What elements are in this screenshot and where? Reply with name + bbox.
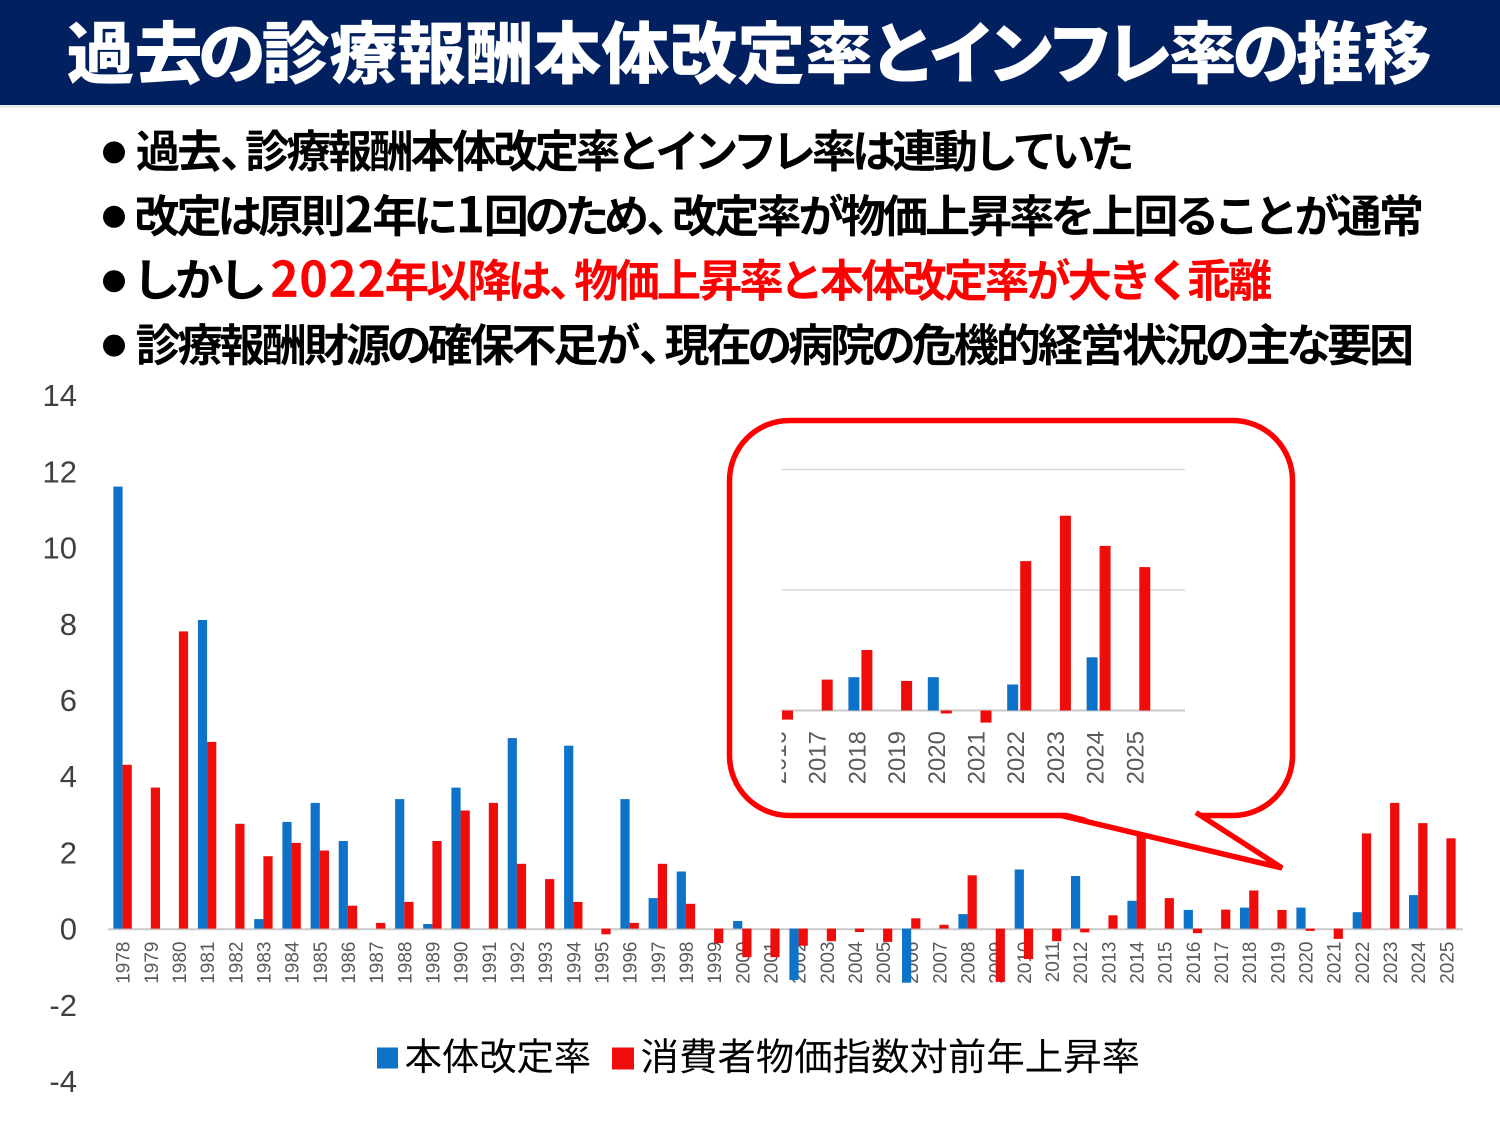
svg-text:2019: 2019 [884,731,911,784]
svg-text:2: 2 [60,835,77,870]
svg-text:1997: 1997 [649,942,670,984]
svg-text:2025: 2025 [1122,731,1149,784]
svg-text:2007: 2007 [930,942,951,984]
svg-text:12: 12 [43,454,77,489]
svg-text:2021: 2021 [1325,942,1346,984]
svg-text:1983: 1983 [254,942,275,984]
svg-text:2023: 2023 [1381,942,1402,984]
svg-text:1993: 1993 [536,942,557,984]
svg-text:2020: 2020 [924,731,951,784]
svg-text:1991: 1991 [480,942,501,984]
svg-text:2005: 2005 [874,942,895,984]
svg-text:2008: 2008 [959,942,980,984]
svg-text:1990: 1990 [452,942,473,984]
svg-text:2014: 2014 [1128,941,1149,984]
svg-text:2004: 2004 [846,941,867,984]
svg-text:2024: 2024 [1083,731,1110,784]
svg-text:10: 10 [43,531,77,566]
svg-text:1998: 1998 [677,942,698,984]
svg-text:2016: 2016 [765,731,792,784]
svg-text:2022: 2022 [1353,942,1374,984]
svg-text:2020: 2020 [1297,942,1318,984]
svg-text:1989: 1989 [423,942,444,984]
svg-text:14: 14 [43,378,77,413]
svg-text:2025: 2025 [1437,942,1458,984]
svg-text:1985: 1985 [311,942,332,984]
svg-text:1987: 1987 [367,942,388,984]
svg-text:2018: 2018 [844,731,871,784]
svg-text:1996: 1996 [621,942,642,984]
svg-text:4: 4 [60,759,77,794]
svg-text:2011: 2011 [1043,942,1064,983]
svg-text:1980: 1980 [170,942,191,984]
svg-text:1982: 1982 [226,942,247,984]
svg-text:1981: 1981 [198,942,219,984]
svg-text:6: 6 [60,683,77,718]
svg-text:2015: 2015 [1156,942,1177,984]
svg-text:2012: 2012 [1071,942,1092,984]
svg-text:2016: 2016 [1184,942,1205,984]
svg-text:-4: -4 [49,1064,77,1099]
svg-text:1994: 1994 [564,941,585,984]
svg-text:2017: 2017 [1212,942,1233,984]
svg-text:1984: 1984 [283,941,304,984]
svg-text:1988: 1988 [395,942,416,984]
svg-text:1979: 1979 [142,942,163,984]
svg-text:8: 8 [60,607,77,642]
svg-text:1986: 1986 [339,942,360,984]
svg-text:1999: 1999 [705,942,726,984]
svg-text:1978: 1978 [114,942,135,984]
svg-text:2022: 2022 [1003,731,1030,784]
svg-text:2021: 2021 [964,731,991,784]
svg-text:-2: -2 [49,988,77,1023]
svg-text:2013: 2013 [1099,942,1120,984]
svg-text:1992: 1992 [508,942,529,984]
svg-text:2003: 2003 [818,942,839,984]
svg-text:0: 0 [60,912,77,947]
svg-text:2024: 2024 [1409,941,1430,984]
svg-text:1995: 1995 [592,942,613,984]
svg-text:2019: 2019 [1268,942,1289,984]
svg-text:2018: 2018 [1240,942,1261,984]
svg-text:2017: 2017 [805,731,832,784]
svg-text:2023: 2023 [1043,731,1070,784]
